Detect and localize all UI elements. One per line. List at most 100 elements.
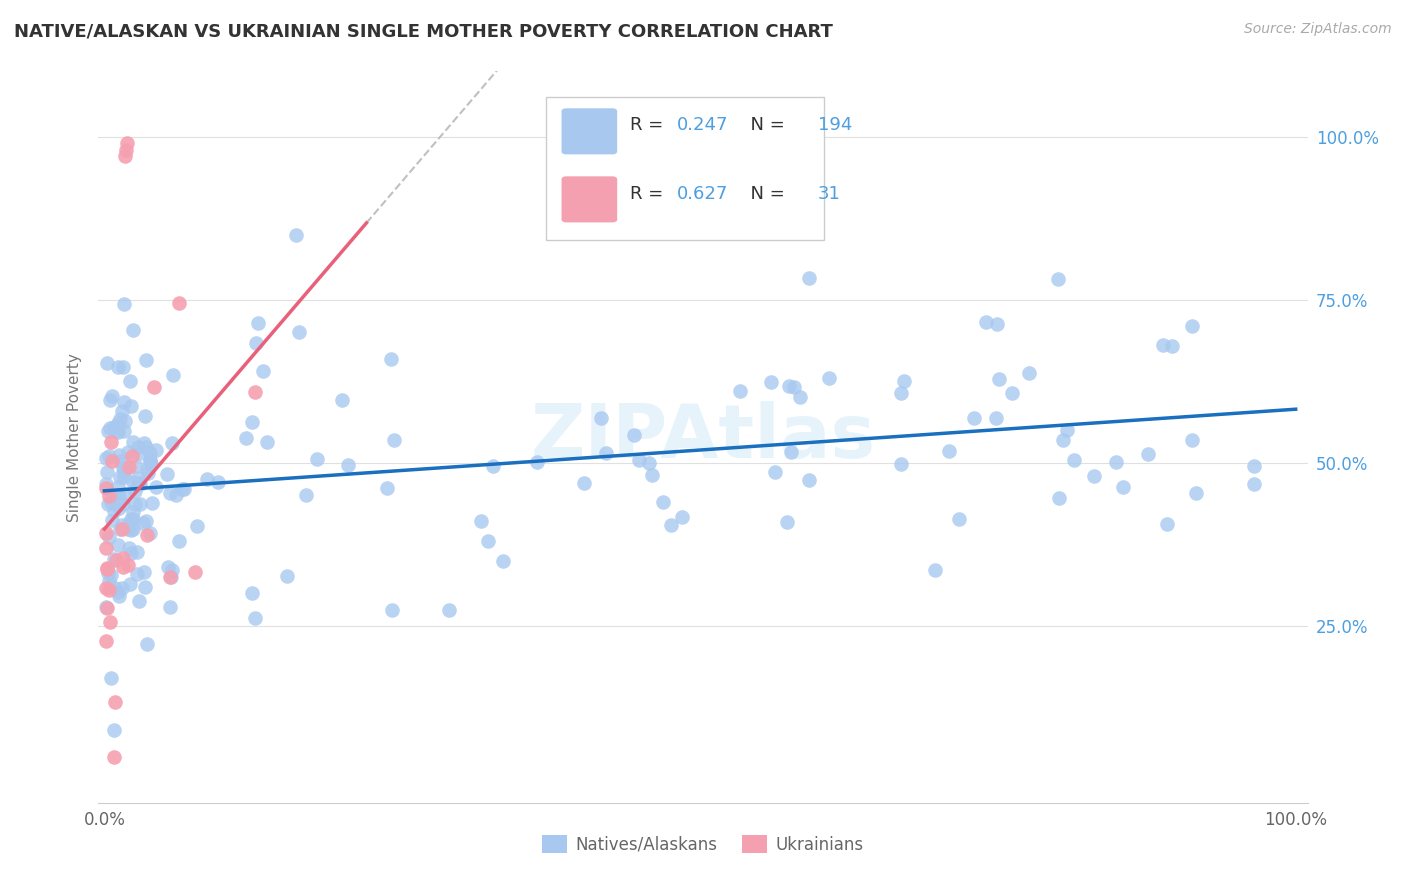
Point — [134, 580, 156, 594]
Point — [108, 489, 131, 503]
Point — [118, 516, 141, 531]
Point — [111, 517, 134, 532]
Point — [111, 497, 134, 511]
Point — [1181, 434, 1204, 448]
Point — [117, 445, 139, 459]
Point — [797, 271, 820, 285]
Point — [245, 336, 267, 351]
Text: 0.247: 0.247 — [676, 117, 728, 135]
Point — [243, 384, 266, 399]
Point — [94, 481, 117, 495]
Point — [132, 566, 155, 580]
Point — [105, 553, 128, 567]
Point — [139, 446, 162, 460]
Point — [103, 750, 125, 764]
Point — [104, 581, 127, 595]
Point — [1083, 469, 1105, 483]
Point — [121, 512, 143, 526]
Point — [94, 450, 117, 465]
Point — [128, 446, 150, 460]
Point — [128, 594, 150, 608]
Point — [124, 497, 146, 511]
Point — [482, 459, 505, 474]
Point — [107, 538, 129, 552]
Point — [136, 462, 159, 476]
Point — [789, 390, 811, 404]
Point — [107, 480, 129, 494]
Point — [627, 452, 650, 467]
Text: NATIVE/ALASKAN VS UKRAINIAN SINGLE MOTHER POVERTY CORRELATION CHART: NATIVE/ALASKAN VS UKRAINIAN SINGLE MOTHE… — [14, 22, 832, 40]
Point — [122, 522, 145, 536]
Point — [125, 459, 148, 474]
Point — [1018, 367, 1040, 381]
Point — [139, 526, 162, 541]
Point — [671, 509, 693, 524]
Point — [101, 389, 124, 403]
Point — [108, 470, 131, 484]
Point — [107, 584, 129, 599]
Point — [114, 149, 136, 163]
Point — [118, 577, 141, 591]
Point — [890, 386, 912, 401]
Point — [1000, 385, 1022, 400]
Point — [778, 378, 800, 392]
Point — [118, 541, 141, 555]
Point — [97, 449, 120, 463]
Point — [112, 551, 135, 566]
Point — [103, 420, 125, 434]
Point — [118, 460, 141, 475]
Point — [893, 374, 915, 388]
Point — [103, 552, 125, 566]
Point — [1181, 319, 1204, 334]
Point — [97, 489, 120, 503]
Point — [124, 484, 146, 499]
Point — [276, 569, 298, 583]
Point — [97, 566, 120, 580]
Point — [114, 143, 136, 157]
Point — [98, 583, 121, 598]
Point — [134, 409, 156, 424]
Point — [963, 410, 986, 425]
Point — [173, 483, 195, 497]
Point — [122, 505, 145, 519]
Point — [890, 457, 912, 471]
Point — [96, 600, 118, 615]
Point — [120, 374, 142, 388]
Point — [987, 371, 1010, 385]
Point — [136, 466, 159, 480]
FancyBboxPatch shape — [546, 97, 824, 240]
Point — [121, 546, 143, 560]
Point — [96, 561, 118, 575]
Point — [94, 525, 117, 540]
Point — [165, 488, 187, 502]
Point — [595, 446, 617, 460]
Point — [779, 444, 801, 458]
Point — [100, 513, 122, 527]
Point — [156, 467, 179, 481]
Point — [98, 574, 121, 589]
Point — [120, 399, 142, 413]
Point — [572, 475, 595, 490]
Text: Source: ZipAtlas.com: Source: ZipAtlas.com — [1244, 22, 1392, 37]
Legend: Natives/Alaskans, Ukrainians: Natives/Alaskans, Ukrainians — [536, 829, 870, 860]
Point — [122, 323, 145, 337]
Point — [114, 414, 136, 428]
Point — [120, 523, 142, 537]
Point — [285, 228, 308, 243]
Point — [112, 470, 135, 484]
Point — [135, 637, 157, 651]
FancyBboxPatch shape — [561, 108, 617, 154]
FancyBboxPatch shape — [561, 177, 617, 222]
Point — [139, 457, 162, 471]
Point — [108, 522, 131, 536]
Point — [145, 442, 167, 457]
Point — [111, 404, 134, 418]
Point — [160, 563, 183, 577]
Point — [159, 570, 181, 584]
Point — [122, 475, 145, 489]
Point — [381, 603, 404, 617]
Point — [111, 460, 134, 475]
Point — [142, 380, 165, 394]
Point — [288, 326, 311, 340]
Point — [1161, 339, 1184, 353]
